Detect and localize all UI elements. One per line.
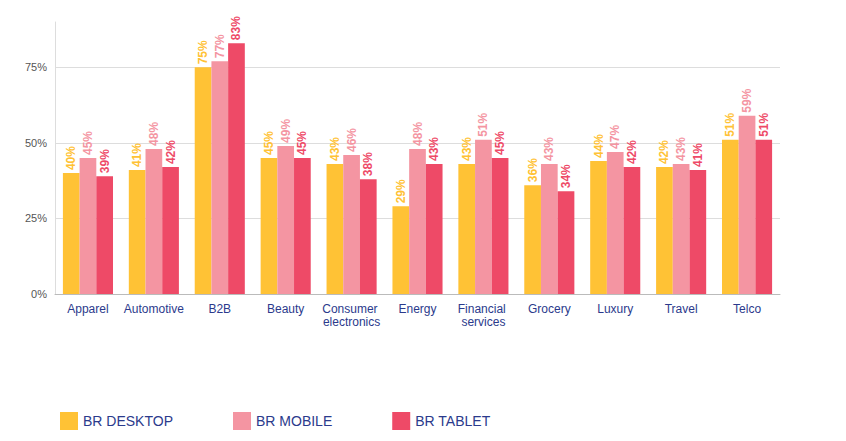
svg-text:Automotive: Automotive	[124, 302, 184, 316]
svg-text:83%: 83%	[229, 16, 243, 40]
svg-text:39%: 39%	[98, 149, 112, 173]
svg-text:59%: 59%	[740, 88, 754, 112]
svg-text:75%: 75%	[25, 61, 47, 73]
svg-text:45%: 45%	[81, 131, 95, 155]
svg-text:48%: 48%	[411, 122, 425, 146]
svg-text:47%: 47%	[608, 125, 622, 149]
svg-text:45%: 45%	[295, 131, 309, 155]
svg-text:42%: 42%	[164, 140, 178, 164]
svg-text:75%: 75%	[196, 40, 210, 64]
svg-text:0%: 0%	[31, 288, 47, 300]
svg-text:45%: 45%	[262, 131, 276, 155]
svg-text:43%: 43%	[328, 137, 342, 161]
svg-text:41%: 41%	[130, 143, 144, 167]
svg-text:42%: 42%	[625, 140, 639, 164]
svg-text:45%: 45%	[493, 131, 507, 155]
svg-text:Financial: Financial	[458, 302, 509, 316]
svg-text:51%: 51%	[757, 113, 771, 137]
svg-text:38%: 38%	[361, 152, 375, 176]
svg-text:Apparel: Apparel	[67, 302, 108, 316]
svg-text:BR TABLET: BR TABLET	[415, 413, 490, 429]
svg-text:Grocery: Grocery	[528, 302, 571, 316]
svg-text:48%: 48%	[147, 122, 161, 146]
svg-text:Travel: Travel	[665, 302, 698, 316]
svg-text:services: services	[461, 315, 505, 329]
svg-text:51%: 51%	[476, 113, 490, 137]
svg-text:44%: 44%	[592, 134, 606, 158]
svg-text:43%: 43%	[427, 137, 441, 161]
svg-text:51%: 51%	[723, 113, 737, 137]
svg-text:43%: 43%	[542, 137, 556, 161]
svg-text:Consumer: Consumer	[322, 302, 381, 316]
svg-text:BR DESKTOP: BR DESKTOP	[83, 413, 173, 429]
svg-text:BR MOBILE: BR MOBILE	[256, 413, 332, 429]
svg-text:43%: 43%	[460, 137, 474, 161]
svg-text:43%: 43%	[674, 137, 688, 161]
svg-text:40%: 40%	[64, 146, 78, 170]
svg-text:36%: 36%	[526, 158, 540, 182]
svg-text:49%: 49%	[279, 119, 293, 143]
svg-text:42%: 42%	[657, 140, 671, 164]
svg-text:77%: 77%	[213, 34, 227, 58]
svg-text:50%: 50%	[25, 137, 47, 149]
svg-text:Energy: Energy	[398, 302, 436, 316]
svg-text:46%: 46%	[345, 128, 359, 152]
svg-text:41%: 41%	[691, 143, 705, 167]
svg-text:B2B: B2B	[208, 302, 231, 316]
svg-text:29%: 29%	[394, 179, 408, 203]
svg-text:25%: 25%	[25, 212, 47, 224]
svg-text:Telco: Telco	[733, 302, 761, 316]
svg-text:electronics: electronics	[323, 315, 380, 329]
svg-text:Luxury: Luxury	[597, 302, 633, 316]
svg-text:34%: 34%	[559, 164, 573, 188]
svg-text:Beauty: Beauty	[267, 302, 304, 316]
